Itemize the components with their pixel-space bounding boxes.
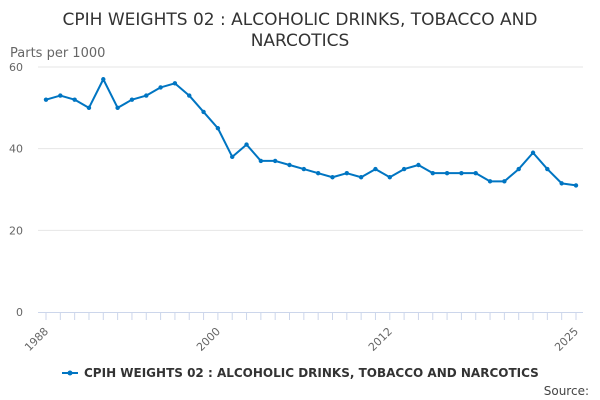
data-point (158, 85, 163, 90)
legend[interactable]: CPIH WEIGHTS 02 : ALCOHOLIC DRINKS, TOBA… (62, 366, 539, 380)
data-point (230, 154, 235, 160)
data-point (43, 97, 49, 102)
data-point (530, 150, 536, 155)
data-point (545, 166, 550, 172)
data-point (358, 175, 364, 180)
x-tick-label: 2025 (552, 325, 581, 354)
x-axis (38, 312, 583, 320)
data-point (144, 93, 149, 98)
x-ticks: 1988 2000 2012 2025 (22, 325, 581, 354)
data-point (287, 162, 292, 168)
data-point (86, 105, 92, 111)
data-point (573, 183, 579, 188)
data-point (487, 179, 493, 184)
data-point (344, 170, 350, 176)
data-point (129, 97, 135, 102)
data-point (315, 170, 321, 176)
data-point (516, 166, 521, 172)
data-point (215, 126, 221, 131)
x-tick-label: 2012 (366, 325, 395, 354)
data-point (473, 170, 478, 176)
data-point (301, 166, 307, 172)
y-tick-label: 60 (9, 61, 23, 74)
x-tick-label: 2000 (194, 325, 223, 354)
data-point (115, 105, 120, 111)
data-point (244, 142, 249, 147)
y-tick-label: 40 (9, 143, 23, 156)
data-point (172, 81, 178, 86)
data-point (201, 109, 206, 115)
chart-title-line-2: NARCOTICS (251, 31, 350, 51)
x-tick-label: 1988 (22, 325, 51, 354)
data-point (459, 170, 464, 176)
source-label: Source: (544, 384, 589, 398)
data-point (187, 93, 192, 98)
data-point (444, 170, 450, 176)
legend-marker-icon (67, 370, 73, 376)
data-point (401, 166, 407, 172)
y-tick-label: 0 (16, 306, 23, 319)
data-point (416, 162, 421, 168)
legend-label: CPIH WEIGHTS 02 : ALCOHOLIC DRINKS, TOBA… (84, 366, 539, 380)
y-axis-label: Parts per 1000 (10, 46, 105, 61)
data-point (272, 158, 278, 164)
data-point (58, 93, 63, 98)
data-point (258, 158, 264, 164)
data-point (330, 175, 335, 180)
gridlines (38, 66, 583, 231)
data-point (559, 181, 564, 186)
data-point (502, 179, 507, 184)
chart-title-line-1: CPIH WEIGHTS 02 : ALCOHOLIC DRINKS, TOBA… (63, 10, 538, 30)
data-point (72, 97, 77, 102)
data-point (101, 77, 106, 82)
data-point (430, 170, 435, 176)
data-point (387, 175, 392, 180)
series-line (45, 78, 577, 187)
y-tick-label: 20 (9, 224, 23, 237)
series-group (43, 77, 579, 188)
data-point (373, 166, 378, 172)
y-ticks: 0 20 40 60 (9, 61, 23, 319)
